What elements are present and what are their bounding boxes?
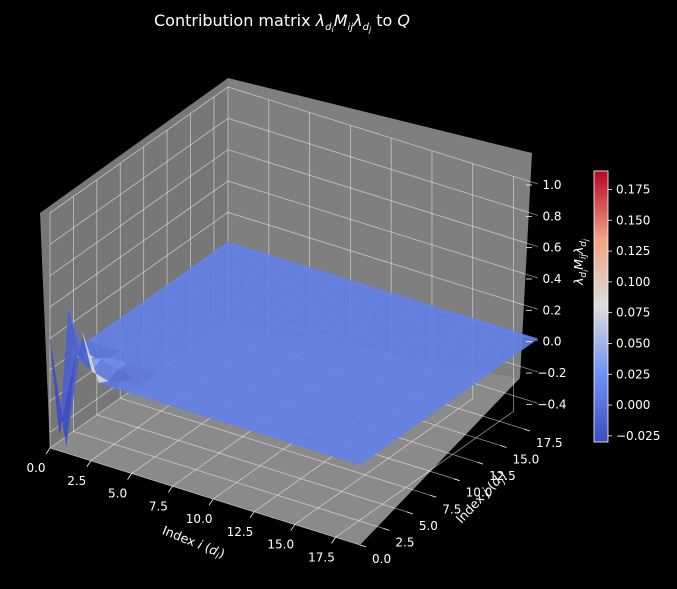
z-tick-label: 0.2 — [542, 303, 561, 317]
z-tick-label: 0.6 — [542, 241, 561, 255]
colorbar-tick-label: 0.025 — [616, 367, 650, 381]
z-tick-label: 1.0 — [542, 178, 561, 192]
x-tick-label: 15.0 — [267, 538, 294, 552]
colorbar-gradient — [593, 170, 609, 443]
wall-gridline — [49, 117, 539, 245]
floor-gridline — [49, 447, 361, 546]
colorbar-ticks: −0.025 0.000 0.025 0.050 0.075 0.100 0.125 0.15… — [608, 182, 660, 443]
x-tick-mark — [290, 524, 296, 531]
x-tick-mark — [86, 460, 92, 467]
y-tick-label: 7.5 — [442, 502, 461, 516]
y-tick-mark — [476, 461, 484, 465]
z-tick-label: −0.2 — [537, 366, 566, 380]
floor-gridline — [120, 397, 431, 496]
colorbar-tick-label: −0.025 — [616, 429, 660, 443]
colorbar-tick-label: 0.150 — [616, 213, 650, 227]
z-axis-label: λdiMijλdj — [571, 239, 590, 286]
y-tick-mark — [453, 478, 460, 482]
colorbar-tick-label: 0.100 — [616, 275, 650, 289]
floor-gridline — [335, 411, 514, 538]
y-tick-mark — [406, 511, 413, 515]
z-axis: −0.4 −0.2 0.0 0.2 0.4 0.6 0.8 1.0 — [526, 178, 567, 411]
y-tick-label: 5.0 — [419, 519, 438, 533]
z-tick-label: 0.0 — [542, 335, 561, 349]
surface-patch — [343, 452, 370, 466]
x-tick-label: 12.5 — [227, 525, 254, 539]
y-axis: 0.0 2.5 5.0 7.5 10.0 12.5 15.0 17.5 — [359, 428, 563, 566]
y-tick-mark — [383, 528, 390, 531]
surface-plot — [49, 241, 539, 466]
x-tick-mark — [127, 473, 132, 480]
wall-gridline — [49, 211, 539, 339]
wall-gridline — [49, 180, 539, 308]
colorbar-tick-label: 0.000 — [616, 398, 650, 412]
y-tick-label: 12.5 — [489, 469, 516, 483]
x-axis-label: Index i (di) — [159, 522, 227, 563]
y-tick-mark — [359, 544, 367, 548]
x-tick-label: 10.0 — [186, 512, 213, 526]
y-tick-label: 17.5 — [536, 436, 563, 450]
x-tick-mark — [331, 537, 336, 544]
y-tick-label: 2.5 — [395, 535, 414, 549]
floor-gridline — [294, 398, 473, 525]
x-tick-label: 5.0 — [108, 487, 127, 501]
colorbar-tick-label: 0.075 — [616, 306, 650, 320]
wall-gridline — [49, 86, 539, 214]
z-tick-label: 0.4 — [542, 272, 561, 286]
y-tick-label: 10.0 — [466, 486, 493, 500]
y-tick-mark — [500, 445, 507, 448]
x-tick-label: 2.5 — [67, 474, 86, 488]
y-tick-mark — [523, 428, 531, 432]
z-tick-label: −0.4 — [537, 397, 566, 411]
x-axis: 0.0 2.5 5.0 7.5 10.0 12.5 15.0 17.5 — [26, 447, 336, 564]
x-tick-mark — [249, 511, 255, 519]
x-tick-mark — [45, 447, 51, 455]
x-tick-mark — [208, 498, 214, 506]
x-tick-label: 7.5 — [149, 499, 168, 513]
colorbar-tick-label: 0.125 — [616, 244, 650, 258]
colorbar-tick-label: 0.050 — [616, 336, 650, 350]
y-tick-mark — [430, 494, 437, 498]
colorbar-tick-label: 0.175 — [616, 182, 650, 196]
floor-gridline — [73, 431, 384, 529]
floor-gridline — [96, 414, 407, 513]
wall-gridline — [49, 149, 539, 276]
chart-title: Contribution matrix λdiMijλdj to Q — [154, 11, 410, 34]
z-tick-label: 0.8 — [542, 209, 561, 223]
y-tick-label: 0.0 — [372, 552, 391, 566]
x-tick-mark — [168, 486, 173, 493]
x-tick-label: 17.5 — [308, 550, 335, 564]
x-tick-label: 0.0 — [26, 461, 45, 475]
y-tick-label: 15.0 — [513, 453, 540, 467]
colorbar: −0.025 0.000 0.025 0.050 0.075 0.100 0.125 0.15… — [593, 170, 660, 443]
y-axis-label: Index j (dj) — [453, 468, 511, 529]
